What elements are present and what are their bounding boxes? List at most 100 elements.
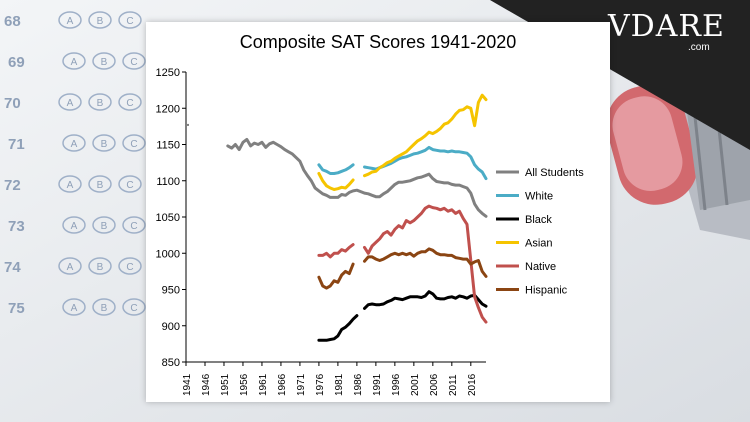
x-tick-label: 1941 [182,373,193,396]
answer-bubble [88,11,112,29]
series-line-asian [317,172,355,191]
x-tick-label: 1996 [391,373,402,396]
y-tick-label: 950 [162,285,180,297]
answer-bubble [118,175,142,193]
sheet-row-number: 70 [4,95,21,112]
vdare-logo: VDARE .com [608,10,748,66]
answer-bubble [122,298,146,316]
y-tick-label: 1000 [156,248,180,260]
y-tick-label: 1200 [156,103,180,115]
answer-bubble-letter: C [126,262,133,273]
answer-bubble-letter: B [97,262,104,273]
answer-bubble-letter: A [67,98,74,109]
answer-bubble-letter: C [130,303,137,314]
x-tick-label: 1971 [296,373,307,396]
answer-bubble [92,216,116,234]
answer-bubble [88,175,112,193]
chart-card: Composite SAT Scores 1941-2020 850 900 950… [146,22,610,402]
y-tick-label: 1250 [156,67,180,79]
sat-line-chart: Composite SAT Scores 1941-2020 850 900 950… [156,32,585,396]
answer-bubble [58,93,82,111]
y-tick-label: 850 [162,357,180,369]
answer-bubble-letter: A [67,262,74,273]
series-line-native [317,243,355,259]
x-tick-label: 2016 [467,373,478,396]
sheet-row-number: 71 [8,136,25,153]
answer-bubble [122,52,146,70]
sheet-row-number: 72 [4,177,21,194]
x-tick-label: 2001 [410,373,421,396]
sheet-row-number: 75 [8,300,25,317]
answer-bubble-letter: C [130,139,137,150]
answer-bubble-letter: B [101,139,108,150]
answer-bubble-letter: A [67,180,74,191]
series-line-hispanic [363,247,488,278]
answer-bubble-letter: B [97,16,104,27]
series-line-hispanic [317,262,355,290]
series-line-white [317,163,355,175]
x-tick-label: 2006 [429,373,440,396]
answer-bubble-letter: A [71,221,78,232]
x-tick-label: 1991 [372,373,383,396]
legend-label-asian: Asian [525,238,553,250]
chart-legend: All Students White Black Asian Native Hispani… [496,167,584,297]
brand-name: VDARE [608,9,725,44]
answer-bubble-letter: B [97,180,104,191]
legend-label-white: White [525,191,553,203]
answer-bubble-letter: C [126,98,133,109]
x-tick-label: 1961 [258,373,269,396]
answer-bubble [58,257,82,275]
y-tick-label: 900 [162,321,180,333]
answer-bubble-letter: B [101,57,108,68]
answer-bubble [122,216,146,234]
answer-bubble-letter: A [71,139,78,150]
series-line-native [363,204,488,324]
sheet-row-number: 74 [4,259,21,276]
series-line-white [363,145,488,181]
sheet-row-number: 68 [4,13,21,30]
answer-bubble [62,298,86,316]
answer-bubble [92,298,116,316]
answer-bubble [118,11,142,29]
legend-label-native: Native [525,261,556,273]
sheet-row-number: 73 [8,218,25,235]
answer-bubble [58,11,82,29]
answer-bubble-letter: C [130,57,137,68]
answer-bubble [62,134,86,152]
plot-area: 850 900 950 1000 1050 1100 1150 1200 1250 1941 194… [156,67,488,396]
answer-bubble [88,257,112,275]
legend-label-hispanic: Hispanic [525,285,568,297]
answer-bubble [92,52,116,70]
legend-label-black: Black [525,214,552,226]
answer-bubble-letter: A [71,303,78,314]
y-tick-label: 1100 [156,176,180,188]
x-tick-label: 1981 [334,373,345,396]
answer-bubble-letter: B [101,221,108,232]
answer-bubble-letter: C [130,221,137,232]
answer-bubble [118,93,142,111]
answer-bubble [88,93,112,111]
answer-bubble-letter: C [126,180,133,191]
answer-bubble [92,134,116,152]
x-tick-label: 1976 [315,373,326,396]
legend-label-all-students: All Students [525,167,584,179]
brand-suffix: .com [688,42,710,53]
answer-bubble-letter: A [71,57,78,68]
x-tick-label: 1986 [353,373,364,396]
series-line-all-students [226,137,488,218]
answer-bubble-letter: C [126,16,133,27]
x-tick-label: 1946 [201,373,212,396]
series-line-black [317,314,359,342]
series-line-asian [363,93,488,178]
answer-bubble [58,175,82,193]
answer-bubble [118,257,142,275]
x-tick-label: 1956 [239,373,250,396]
sheet-row-number: 69 [8,54,25,71]
x-tick-label: 2011 [448,374,459,396]
answer-bubble-letter: A [67,16,74,27]
answer-bubble-letter: B [97,98,104,109]
answer-bubble [62,216,86,234]
x-tick-label: 1951 [220,373,231,396]
answer-bubble [122,134,146,152]
series-line-black [363,290,488,310]
